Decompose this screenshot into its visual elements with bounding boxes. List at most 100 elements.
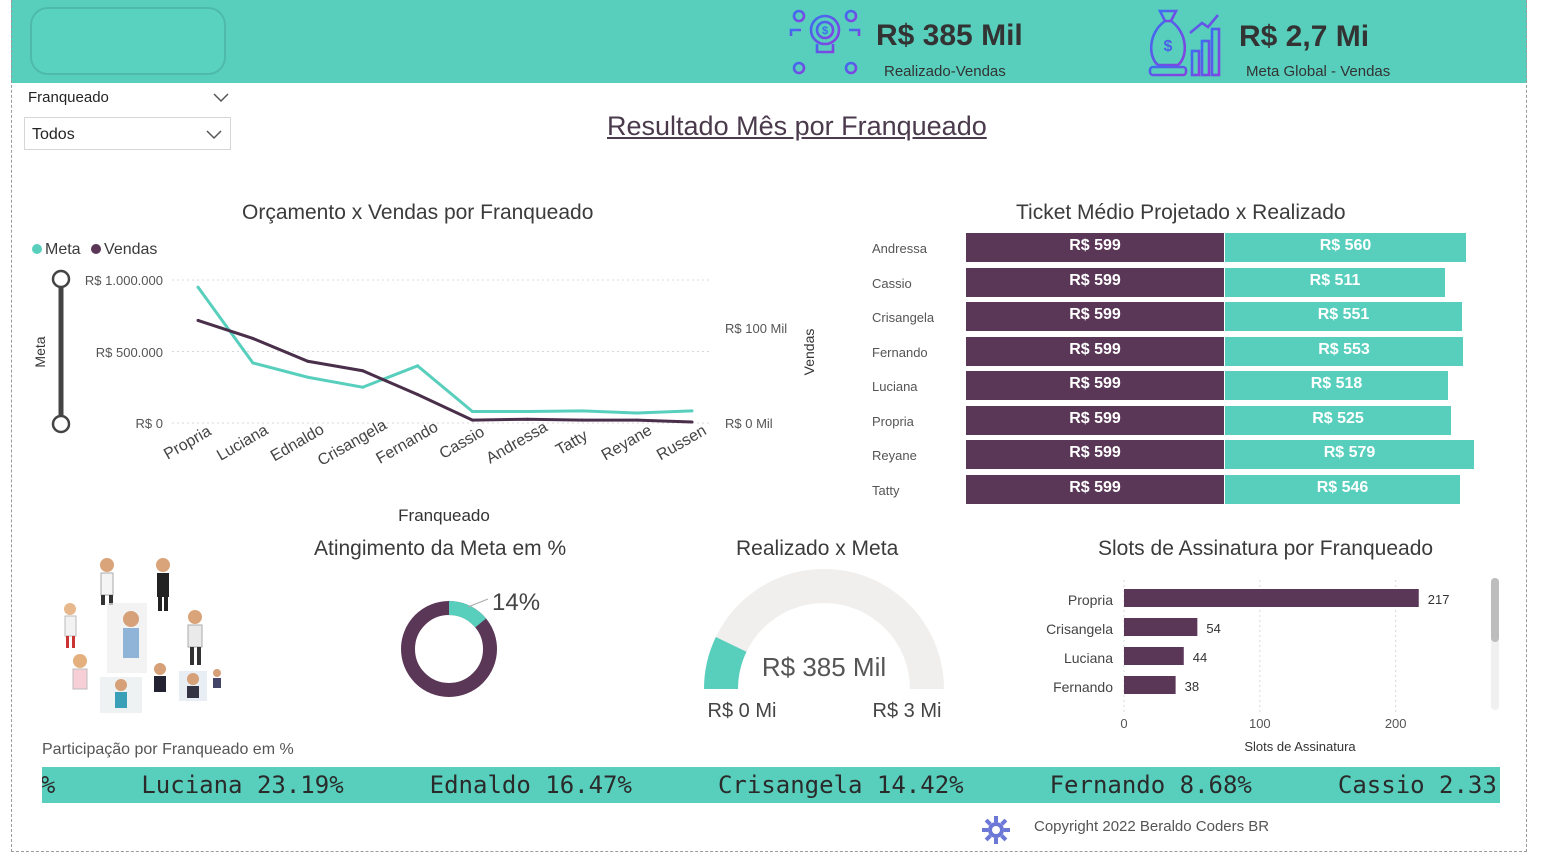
logo-placeholder (30, 7, 226, 75)
meta-point (416, 364, 420, 368)
ticket-realizado-bar: R$ 525 (1225, 405, 1451, 435)
gauge-background-arc (704, 569, 944, 689)
slots-category-label: Crisangela (1046, 621, 1113, 637)
meta-point (196, 285, 200, 289)
slots-x-tick: 0 (1120, 716, 1127, 731)
ticker-item: Crisangela 14.42% (717, 771, 964, 799)
y-right-axis-title: Vendas (801, 329, 817, 376)
slicer-title: Franqueado (28, 89, 109, 106)
series-meta-line (196, 286, 693, 415)
ticket-projetado-bar: R$ 599 (966, 302, 1224, 331)
slots-chart-scrollbar[interactable] (1491, 578, 1499, 710)
gear-logo-icon (982, 816, 1010, 844)
legend-meta-marker (32, 244, 42, 254)
vendas-point (470, 418, 474, 422)
kpi-meta-label: Meta Global - Vendas (1246, 63, 1391, 80)
vendas-point (251, 336, 255, 340)
character-figure (72, 654, 88, 690)
slots-category-label: Luciana (1064, 650, 1113, 666)
series-vendas-line (197, 318, 693, 424)
ticker-track: .0% Luciana 23.19% Ednaldo 16.47% Crisangel… (42, 771, 1500, 799)
donut-achieved-segment (401, 601, 497, 697)
ticket-projetado-bar: R$ 599 (966, 440, 1224, 469)
x-tick-label: Luciana (214, 422, 271, 465)
character-figure (179, 671, 207, 701)
slots-value-label: 38 (1185, 679, 1199, 694)
money-bag-growth-icon: $ (1148, 9, 1221, 77)
y-left-axis-title: Meta (32, 336, 48, 367)
y-left-tick: R$ 500.000 (96, 345, 163, 360)
character-figure (187, 610, 203, 665)
slots-category-label: Propria (1068, 592, 1113, 608)
gauge-title: Realizado x Meta (736, 537, 899, 560)
y-right-tick: R$ 100 Mil (725, 321, 787, 336)
legend-meta-label: Meta (45, 241, 81, 258)
slicer-selected-value: Todos (32, 126, 75, 143)
franqueado-slicer-dropdown[interactable]: Todos (24, 117, 231, 150)
gauge-value-label: R$ 385 Mil (762, 652, 886, 682)
vendas-point (361, 369, 365, 373)
ticker-item: Ednaldo 16.47% (429, 771, 632, 799)
ticket-projetado-bar: R$ 599 (966, 474, 1224, 504)
ticket-projetado-bar: R$ 599 (966, 336, 1224, 366)
ticket-realizado-bar: R$ 546 (1225, 474, 1460, 504)
y-right-tick: R$ 0 Mil (725, 416, 773, 431)
ticket-row-label: Tatty (872, 482, 900, 498)
ticket-chart-title: Ticket Médio Projetado x Realizado (1016, 201, 1346, 224)
meta-point (525, 410, 529, 414)
legend-vendas-label: Vendas (104, 241, 158, 258)
slots-chart-title: Slots de Assinatura por Franqueado (1098, 537, 1434, 560)
y-left-tick: R$ 1.000.000 (85, 273, 163, 288)
range-slider-handle-bottom[interactable] (51, 414, 71, 434)
character-figure (100, 558, 114, 605)
chevron-down-icon[interactable] (213, 91, 229, 103)
ticket-projetado-bar: R$ 599 (966, 267, 1224, 297)
svg-text:$: $ (1164, 38, 1173, 55)
investment-bulb-icon: $ (789, 9, 861, 75)
character-figure (100, 677, 142, 713)
donut-leader-line (467, 598, 489, 608)
vendas-point (580, 418, 584, 422)
x-tick-label: Tatty (553, 427, 591, 459)
ticket-realizado-bar: R$ 518 (1225, 371, 1448, 400)
gauge-chart: R$ 385 Mil R$ 0 Mi R$ 3 Mi (704, 569, 944, 722)
character-figure (107, 603, 147, 673)
ticket-projetado-bar: R$ 599 (966, 405, 1224, 435)
ticket-realizado-bar: R$ 553 (1225, 336, 1463, 366)
slots-bar (1124, 647, 1184, 665)
ticket-realizado-bar: R$ 560 (1225, 233, 1466, 262)
scrollbar-thumb[interactable] (1491, 578, 1499, 642)
page-title: Resultado Mês por Franqueado (607, 111, 987, 141)
meta-point (306, 375, 310, 379)
slots-bar (1124, 618, 1198, 636)
donut-percent-label: 14% (492, 589, 540, 616)
meta-point (690, 409, 694, 413)
ticket-row-label: Propria (872, 413, 914, 429)
meta-point (251, 361, 255, 365)
donut-title: Atingimento da Meta em % (314, 537, 567, 560)
header-bar (11, 0, 1527, 83)
range-slider-handle-top[interactable] (51, 269, 71, 289)
vendas-point (690, 420, 694, 424)
y-left-tick: R$ 0 (136, 416, 163, 431)
ticket-row-label: Cassio (872, 275, 912, 291)
ticker-item: Fernando 8.68% (1049, 771, 1252, 799)
slots-x-tick: 100 (1249, 716, 1271, 731)
ticket-row-label: Crisangela (872, 310, 935, 325)
legend-vendas-marker (91, 244, 102, 254)
slots-bar-chart: 0 100 200 Propria 217 Crisangela 54 Luciana 44 F… (1046, 580, 1449, 754)
line-chart-legend: Meta Vendas (32, 241, 157, 259)
participacao-title: Participação por Franqueado em % (42, 741, 294, 758)
ticket-projetado-bar: R$ 599 (966, 371, 1224, 400)
team-illustration (64, 558, 221, 713)
slots-value-label: 44 (1193, 650, 1207, 665)
slots-bar (1124, 676, 1176, 694)
chevron-down-icon (206, 130, 222, 140)
x-tick-label: Reyane (599, 422, 655, 464)
meta-point (361, 385, 365, 389)
vendas-point (525, 417, 529, 421)
gauge-max-label: R$ 3 Mi (873, 700, 942, 722)
kpi-realizado-label: Realizado-Vendas (884, 63, 1006, 80)
slots-x-tick: 200 (1385, 716, 1407, 731)
